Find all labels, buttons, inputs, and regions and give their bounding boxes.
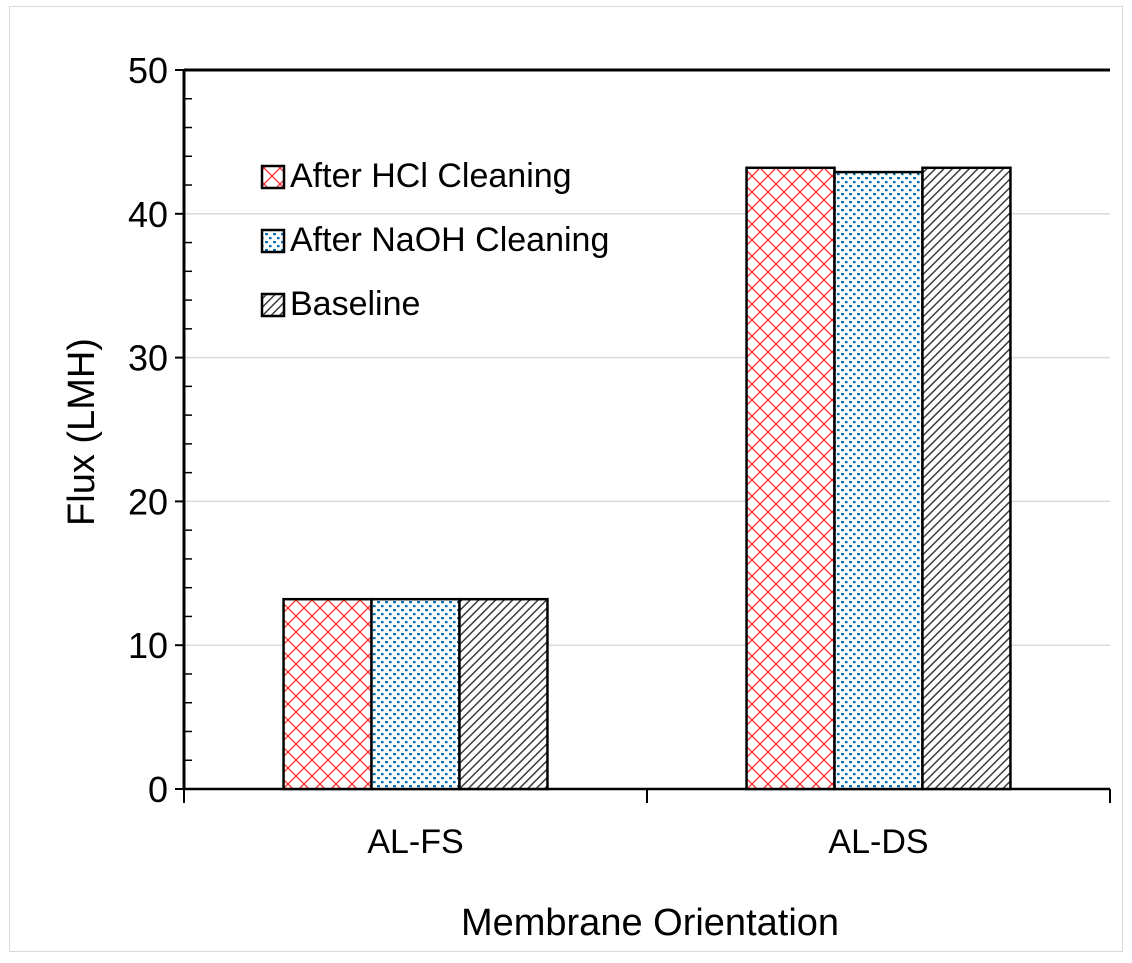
x-axis-title: Membrane Orientation bbox=[461, 902, 839, 944]
bar bbox=[458, 597, 549, 791]
legend-label: After HCl Cleaning bbox=[290, 157, 572, 195]
x-tick-label: AL-DS bbox=[828, 823, 928, 861]
bar bbox=[282, 597, 373, 791]
chart-frame bbox=[9, 6, 1123, 952]
tick-labels: 0 10 20 30 40 50 AL-FS AL-DS bbox=[128, 50, 929, 861]
y-tick-label: 10 bbox=[128, 625, 168, 666]
bar bbox=[745, 166, 836, 791]
y-tick-label: 30 bbox=[128, 338, 168, 379]
legend-swatch bbox=[260, 164, 286, 190]
y-tick-label: 40 bbox=[128, 194, 168, 235]
legend-label: After NaOH Cleaning bbox=[290, 221, 609, 259]
bar bbox=[370, 597, 461, 791]
y-tick-label: 50 bbox=[128, 50, 168, 91]
bar bbox=[921, 166, 1012, 791]
bar bbox=[833, 170, 924, 791]
y-tick-label: 0 bbox=[148, 769, 168, 810]
y-axis-title: Flux (LMH) bbox=[61, 338, 103, 526]
bars bbox=[282, 166, 1012, 791]
y-tick-label: 20 bbox=[128, 481, 168, 522]
legend-swatch bbox=[260, 292, 286, 318]
legend: After HCl Cleaning After NaOH Cleaning Bas… bbox=[260, 157, 609, 323]
x-tick-label: AL-FS bbox=[367, 823, 463, 861]
legend-label: Baseline bbox=[290, 285, 420, 323]
legend-swatch bbox=[260, 228, 286, 254]
